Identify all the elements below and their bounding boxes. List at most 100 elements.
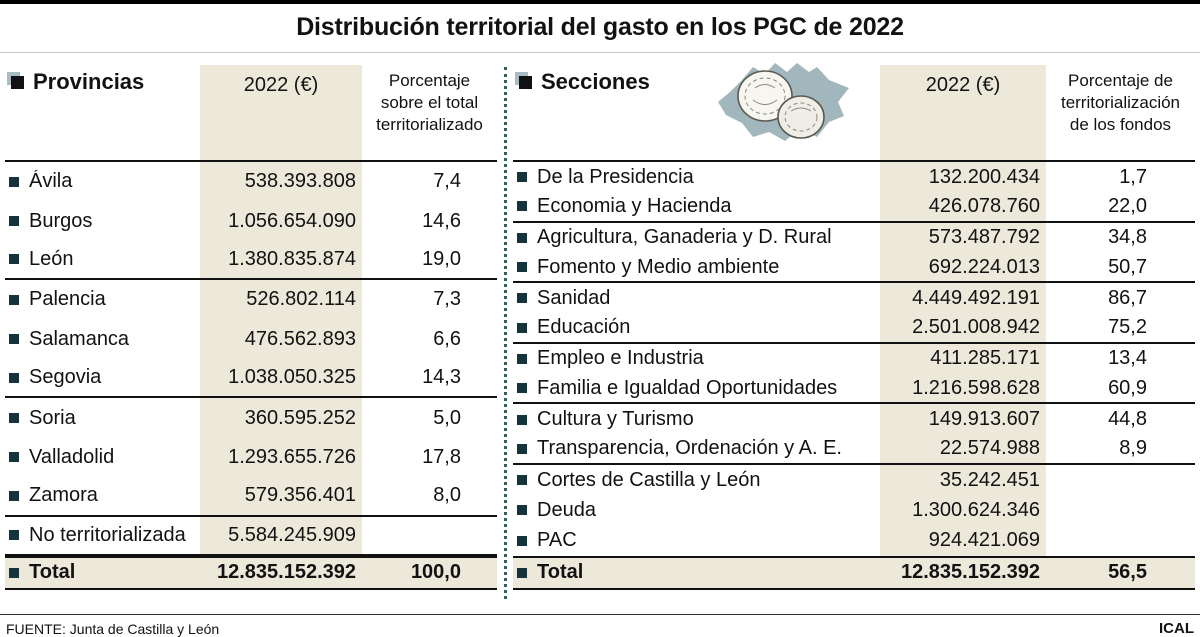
table-row: León 1.380.835.874 19,0 [5, 240, 497, 281]
table-row: No territorializada 5.584.245.909 [5, 516, 497, 556]
row-label: Economia y Hacienda [537, 194, 732, 217]
row-label: Burgos [29, 209, 93, 232]
square-bullet-icon [9, 294, 19, 305]
row-label-cell: Cortes de Castilla y León [513, 469, 880, 492]
row-percent: 86,7 [1108, 286, 1147, 309]
row-label: Educación [537, 316, 631, 339]
table-row: PAC 924.421.069 [513, 525, 1195, 556]
row-value: 4.449.492.191 [880, 283, 1046, 314]
table-row: Valladolid 1.293.655.726 17,8 [5, 437, 497, 478]
row-label-cell: Sanidad [513, 287, 880, 310]
total-label: Total [29, 561, 76, 584]
row-label-cell: Fomento y Medio ambiente [513, 256, 880, 279]
square-bullet-icon [519, 76, 532, 89]
source-credit: FUENTE: Junta de Castilla y León [6, 620, 220, 637]
row-label-cell: Educación [513, 316, 880, 339]
table-row: Familia e Igualdad Oportunidades 1.216.59… [513, 374, 1195, 405]
sections-total-row: Total 12.835.152.392 56,5 [513, 555, 1195, 590]
square-bullet-icon [517, 383, 527, 394]
row-label: Deuda [537, 498, 596, 521]
row-label-cell: Familia e Igualdad Oportunidades [513, 377, 880, 400]
square-bullet-icon [517, 293, 527, 304]
row-value: 2.501.008.942 [880, 313, 1046, 342]
table-row: Empleo e Industria 411.285.171 13,4 [513, 343, 1195, 375]
row-label-cell: No territorializada [5, 524, 200, 547]
row-label-cell: Salamanca [5, 328, 200, 351]
row-label-cell: Soria [5, 407, 200, 430]
row-label-cell: León [5, 248, 200, 271]
top-border [0, 0, 1200, 4]
row-percent: 60,9 [1108, 376, 1147, 399]
square-bullet-icon [517, 353, 527, 364]
coin-icon [737, 70, 793, 122]
row-value: 22.574.988 [880, 434, 1046, 463]
row-value: 426.078.760 [880, 192, 1046, 221]
row-label-cell: Palencia [5, 288, 200, 311]
row-percent: 50,7 [1108, 255, 1147, 278]
square-bullet-icon [9, 452, 19, 463]
row-label: Cultura y Turismo [537, 408, 694, 431]
row-label-cell: De la Presidencia [513, 166, 880, 189]
table-row: Fomento y Medio ambiente 692.224.013 50,7 [513, 252, 1195, 284]
table-row: Ávila 538.393.808 7,4 [5, 162, 497, 202]
row-label-cell: Economia y Hacienda [513, 195, 880, 218]
row-label: Transparencia, Ordenación y A. E. [537, 437, 842, 460]
row-value: 573.487.792 [880, 222, 1046, 253]
square-bullet-icon [517, 201, 527, 212]
row-percent: 44,8 [1108, 408, 1147, 431]
page-title: Distribución territorial del gasto en lo… [0, 4, 1200, 53]
sections-rows: De la Presidencia 132.200.434 1,7 Economia … [513, 162, 1195, 556]
row-percent: 14,3 [422, 366, 461, 389]
row-label: León [29, 247, 74, 270]
sections-table-header: Secciones 2022 (€) Porcentaje de territo… [513, 63, 1195, 162]
row-value: 1.293.655.726 [200, 437, 362, 478]
row-percent: 6,6 [433, 327, 461, 350]
row-percent: 22,0 [1108, 194, 1147, 217]
table-row: Burgos 1.056.654.090 14,6 [5, 201, 497, 241]
row-label-cell: Zamora [5, 484, 200, 507]
table-row: Salamanca 476.562.893 6,6 [5, 319, 497, 359]
row-label-cell: Deuda [513, 499, 880, 522]
total-value: 12.835.152.392 [880, 557, 1046, 588]
row-label-cell: Transparencia, Ordenación y A. E. [513, 437, 880, 460]
row-percent: 75,2 [1108, 316, 1147, 339]
row-percent: 34,8 [1108, 226, 1147, 249]
row-label: De la Presidencia [537, 165, 694, 188]
table-row: Deuda 1.300.624.346 [513, 495, 1195, 526]
row-percent: 14,6 [422, 209, 461, 232]
row-percent: 1,7 [1119, 165, 1147, 188]
sections-header-cell: Secciones [513, 65, 880, 160]
row-label: Empleo e Industria [537, 347, 704, 370]
footer-divider [0, 614, 1200, 615]
row-label: Familia e Igualdad Oportunidades [537, 376, 838, 399]
total-percent: 100,0 [410, 561, 461, 584]
row-label: No territorializada [29, 523, 186, 546]
total-label-cell: Total [513, 561, 880, 584]
row-label: PAC [537, 529, 577, 552]
row-label: Sanidad [537, 286, 611, 309]
castilla-leon-map-coins-illustration [718, 63, 849, 141]
provinces-table-header: Provincias 2022 (€) Porcentaje sobre el … [5, 65, 497, 162]
row-label: Ávila [29, 170, 73, 193]
row-label-cell: PAC [513, 529, 880, 552]
square-bullet-icon [9, 176, 19, 187]
table-row: Educación 2.501.008.942 75,2 [513, 313, 1195, 344]
sections-percent-column-header: Porcentaje de territorialización de los … [1060, 71, 1181, 134]
square-bullet-icon [9, 216, 19, 227]
square-bullet-icon [9, 490, 19, 501]
row-value: 538.393.808 [200, 162, 362, 202]
table-row: Cultura y Turismo 149.913.607 44,8 [513, 404, 1195, 435]
row-value: 526.802.114 [200, 280, 362, 320]
row-value: 1.056.654.090 [200, 201, 362, 241]
table-row: Palencia 526.802.114 7,3 [5, 280, 497, 320]
row-label-cell: Segovia [5, 366, 200, 389]
row-value: 149.913.607 [880, 404, 1046, 435]
table-row: Cortes de Castilla y León 35.242.451 [513, 464, 1195, 496]
sections-title: Secciones [541, 69, 650, 94]
row-value: 692.224.013 [880, 252, 1046, 282]
square-bullet-icon [517, 262, 527, 273]
provinces-title: Provincias [33, 69, 145, 94]
row-percent: 7,3 [433, 288, 461, 311]
dotted-divider-line [503, 67, 507, 599]
row-label: Palencia [29, 288, 106, 311]
